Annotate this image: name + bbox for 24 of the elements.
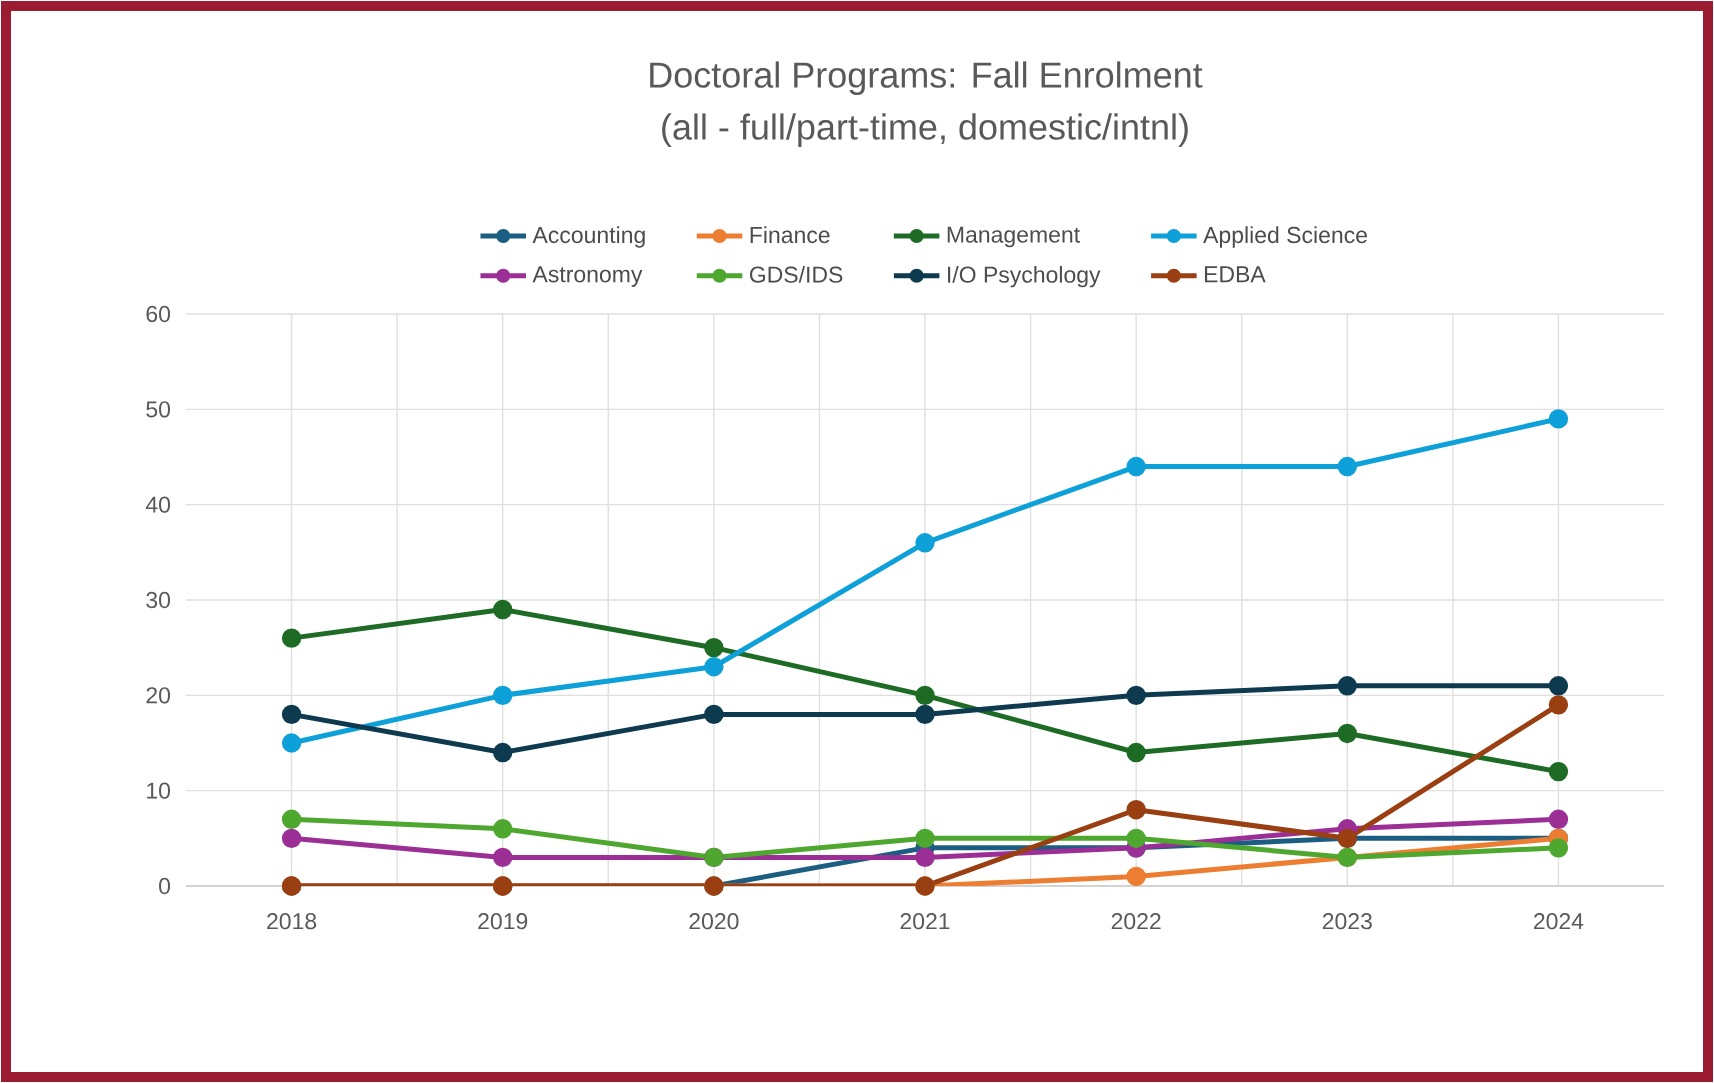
- x-tick-label: 2023: [1322, 913, 1372, 930]
- legend-label: Applied Science: [1203, 226, 1367, 248]
- chart-subtitle: (all - full/part-time, domestic/intnl): [662, 113, 1188, 147]
- legend-label: Accounting: [532, 226, 645, 248]
- y-tick-label: 10: [147, 782, 171, 799]
- chart-title: Doctoral Programs: Fall Enrolment: [650, 61, 1203, 95]
- y-tick-label: 30: [146, 591, 171, 609]
- x-tick-label: 2019: [478, 913, 528, 930]
- y-tick-label: 40: [145, 496, 171, 513]
- legend-label: GDS/IDS: [749, 265, 843, 283]
- y-tick-label: 0: [159, 877, 171, 895]
- x-tick-label: 2021: [900, 913, 950, 930]
- legend-label: Astronomy: [532, 266, 643, 287]
- y-tick-label: 50: [146, 401, 171, 418]
- x-tick-label: 2022: [1111, 913, 1161, 930]
- legend-label: Finance: [750, 226, 830, 244]
- legend-label: Management: [947, 226, 1080, 248]
- legend-label: EDBA: [1204, 266, 1266, 283]
- x-tick-label: 2018: [267, 913, 317, 930]
- legend-label: I/O Psychology: [948, 265, 1101, 288]
- y-tick-label: 20: [146, 687, 171, 704]
- x-tick-label: 2024: [1534, 913, 1584, 930]
- x-tick-label: 2020: [689, 913, 739, 930]
- y-tick-label: 60: [146, 305, 171, 323]
